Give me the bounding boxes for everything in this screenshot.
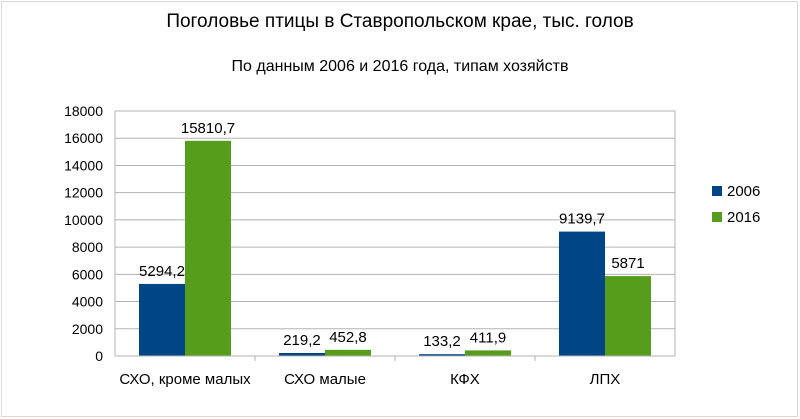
y-tick-label: 2000: [72, 321, 103, 337]
data-label: 5871: [611, 255, 644, 272]
data-label: 452,8: [329, 329, 367, 346]
x-category-label: СХО, кроме малых: [119, 371, 251, 388]
y-tick-label: 16000: [64, 130, 103, 146]
data-label: 9139,7: [559, 211, 605, 228]
bar: [185, 140, 231, 356]
x-category-label: СХО малые: [284, 371, 366, 388]
y-tick-label: 12000: [64, 185, 103, 201]
bar: [325, 349, 371, 356]
data-label: 133,2: [423, 333, 461, 350]
legend-swatch: [712, 186, 722, 196]
x-category-label: КФХ: [450, 371, 480, 388]
data-label: 15810,7: [181, 120, 235, 137]
y-tick-label: 8000: [72, 239, 103, 255]
data-label: 219,2: [283, 332, 321, 349]
data-label: 411,9: [470, 329, 506, 346]
y-tick-label: 4000: [72, 294, 103, 310]
bar: [279, 353, 325, 356]
y-tick-label: 14000: [64, 157, 103, 173]
chart-title: Поголовье птицы в Ставропольском крае, т…: [166, 11, 634, 32]
chart-subtitle: По данным 2006 и 2016 года, типам хозяйс…: [231, 58, 569, 75]
bar: [139, 283, 185, 356]
bar: [465, 350, 511, 356]
y-tick-label: 0: [95, 348, 103, 364]
x-category-label: ЛПХ: [590, 371, 621, 388]
y-tick-label: 18000: [64, 103, 103, 119]
bar: [419, 354, 465, 356]
data-label: 5294,2: [139, 263, 185, 280]
bar: [559, 231, 605, 356]
bar: [605, 276, 651, 356]
y-tick-label: 10000: [64, 212, 103, 228]
y-tick-label: 6000: [72, 266, 103, 282]
legend-label: 2006: [727, 183, 760, 200]
legend-swatch: [712, 212, 722, 222]
legend-label: 2016: [727, 209, 760, 226]
